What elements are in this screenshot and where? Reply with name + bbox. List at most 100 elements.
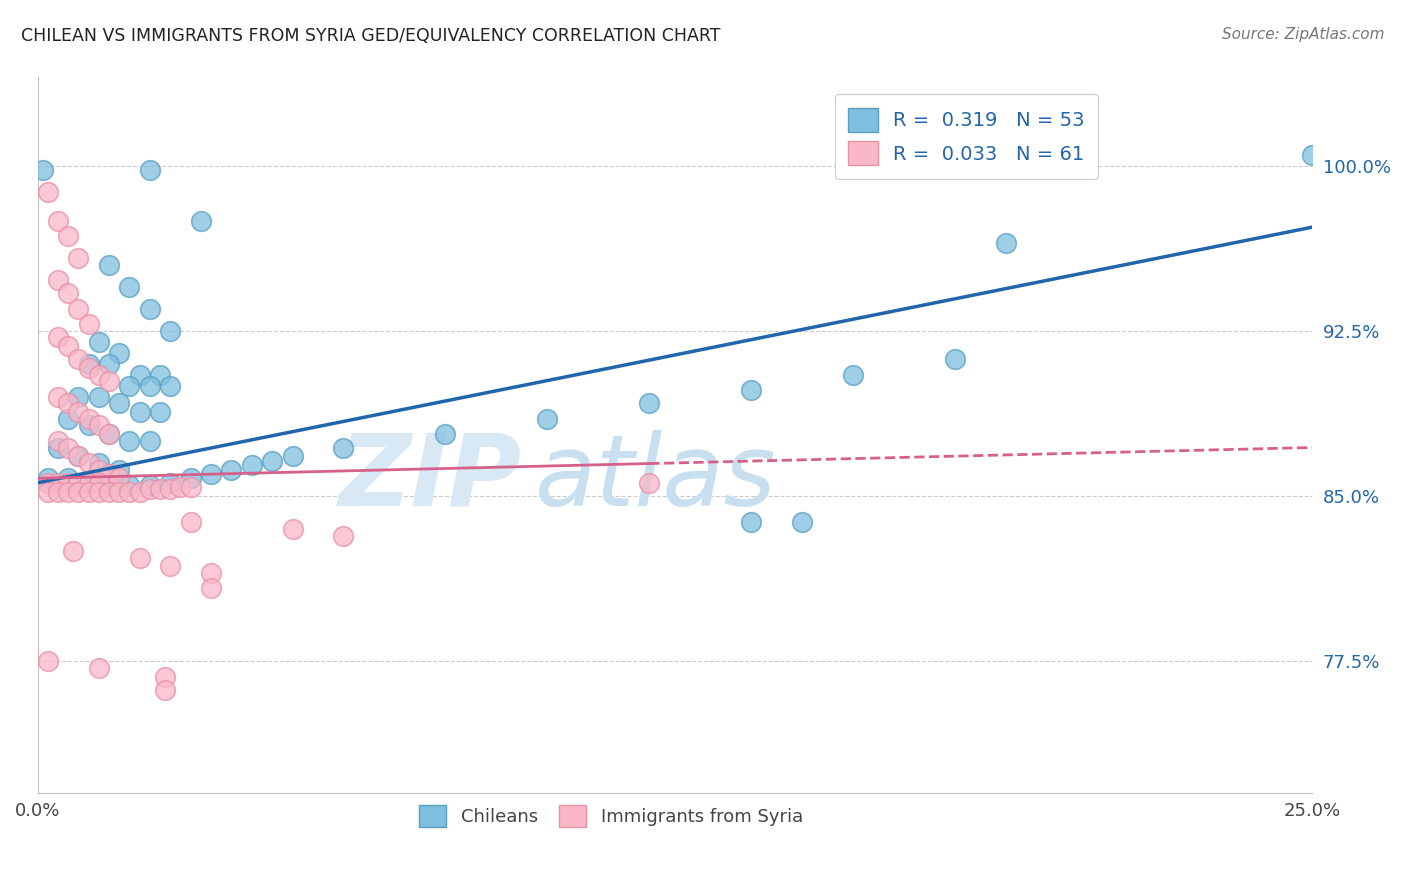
Point <box>200 582 222 596</box>
Point <box>77 412 100 426</box>
Point <box>108 484 131 499</box>
Point <box>98 467 121 481</box>
Point <box>98 357 121 371</box>
Point <box>200 467 222 481</box>
Point <box>169 480 191 494</box>
Text: CHILEAN VS IMMIGRANTS FROM SYRIA GED/EQUIVALENCY CORRELATION CHART: CHILEAN VS IMMIGRANTS FROM SYRIA GED/EQU… <box>21 27 721 45</box>
Point <box>139 301 162 316</box>
Point <box>332 528 354 542</box>
Point <box>58 484 80 499</box>
Text: ZIP: ZIP <box>339 430 522 527</box>
Point <box>943 352 966 367</box>
Point <box>434 427 457 442</box>
Point <box>149 368 172 382</box>
Point <box>46 475 69 490</box>
Point <box>87 368 110 382</box>
Point <box>77 317 100 331</box>
Point <box>139 483 162 497</box>
Point <box>67 484 90 499</box>
Point <box>77 361 100 376</box>
Point <box>77 475 100 490</box>
Point <box>108 471 131 485</box>
Point <box>87 390 110 404</box>
Text: atlas: atlas <box>534 430 776 527</box>
Point <box>58 286 80 301</box>
Point <box>87 661 110 675</box>
Point <box>149 405 172 419</box>
Point <box>77 475 100 490</box>
Point <box>1301 147 1323 161</box>
Point <box>67 450 90 464</box>
Point <box>87 475 110 490</box>
Point <box>842 368 865 382</box>
Point <box>67 450 90 464</box>
Point <box>98 427 121 442</box>
Point <box>995 235 1018 250</box>
Point <box>128 484 150 499</box>
Point <box>87 484 110 499</box>
Point <box>46 484 69 499</box>
Point <box>37 475 59 490</box>
Point <box>67 390 90 404</box>
Point <box>87 418 110 433</box>
Point <box>139 478 162 492</box>
Point <box>46 441 69 455</box>
Point <box>536 412 558 426</box>
Point <box>118 478 141 492</box>
Point <box>153 670 176 684</box>
Point <box>46 213 69 227</box>
Point <box>58 339 80 353</box>
Point <box>46 330 69 344</box>
Point <box>139 163 162 178</box>
Point <box>87 334 110 349</box>
Legend: Chileans, Immigrants from Syria: Chileans, Immigrants from Syria <box>412 798 810 834</box>
Point <box>67 405 90 419</box>
Point <box>332 441 354 455</box>
Point <box>118 279 141 293</box>
Point <box>67 475 90 490</box>
Point <box>46 390 69 404</box>
Point <box>58 412 80 426</box>
Point <box>98 484 121 499</box>
Point <box>638 475 661 490</box>
Point <box>108 462 131 476</box>
Point <box>98 258 121 272</box>
Point <box>149 483 172 497</box>
Point <box>159 475 181 490</box>
Point <box>281 450 304 464</box>
Point <box>108 396 131 410</box>
Point <box>190 213 212 227</box>
Point <box>638 396 661 410</box>
Point <box>37 185 59 199</box>
Point <box>62 544 84 558</box>
Point <box>108 346 131 360</box>
Point <box>159 324 181 338</box>
Point <box>77 484 100 499</box>
Point <box>240 458 263 472</box>
Point <box>792 516 814 530</box>
Point <box>262 454 284 468</box>
Point <box>58 229 80 244</box>
Point <box>159 379 181 393</box>
Point <box>740 516 762 530</box>
Point <box>139 434 162 448</box>
Point <box>180 480 202 494</box>
Point <box>281 522 304 536</box>
Point <box>118 434 141 448</box>
Point <box>67 352 90 367</box>
Point <box>58 475 80 490</box>
Point <box>58 471 80 485</box>
Point <box>98 375 121 389</box>
Point <box>159 559 181 574</box>
Point <box>98 427 121 442</box>
Point <box>740 383 762 397</box>
Point <box>139 379 162 393</box>
Point <box>128 550 150 565</box>
Point <box>37 654 59 668</box>
Point <box>58 441 80 455</box>
Point <box>118 379 141 393</box>
Point <box>37 471 59 485</box>
Point <box>46 434 69 448</box>
Point <box>118 484 141 499</box>
Point <box>67 251 90 265</box>
